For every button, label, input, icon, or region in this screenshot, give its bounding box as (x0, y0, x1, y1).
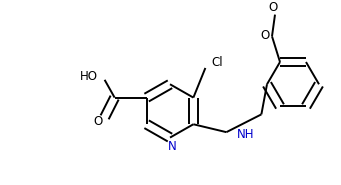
Text: Cl: Cl (211, 56, 223, 68)
Text: N: N (168, 140, 176, 153)
Text: O: O (93, 115, 102, 128)
Text: HO: HO (79, 70, 98, 83)
Text: O: O (261, 29, 270, 42)
Text: NH: NH (236, 128, 254, 141)
Text: O: O (268, 1, 278, 14)
